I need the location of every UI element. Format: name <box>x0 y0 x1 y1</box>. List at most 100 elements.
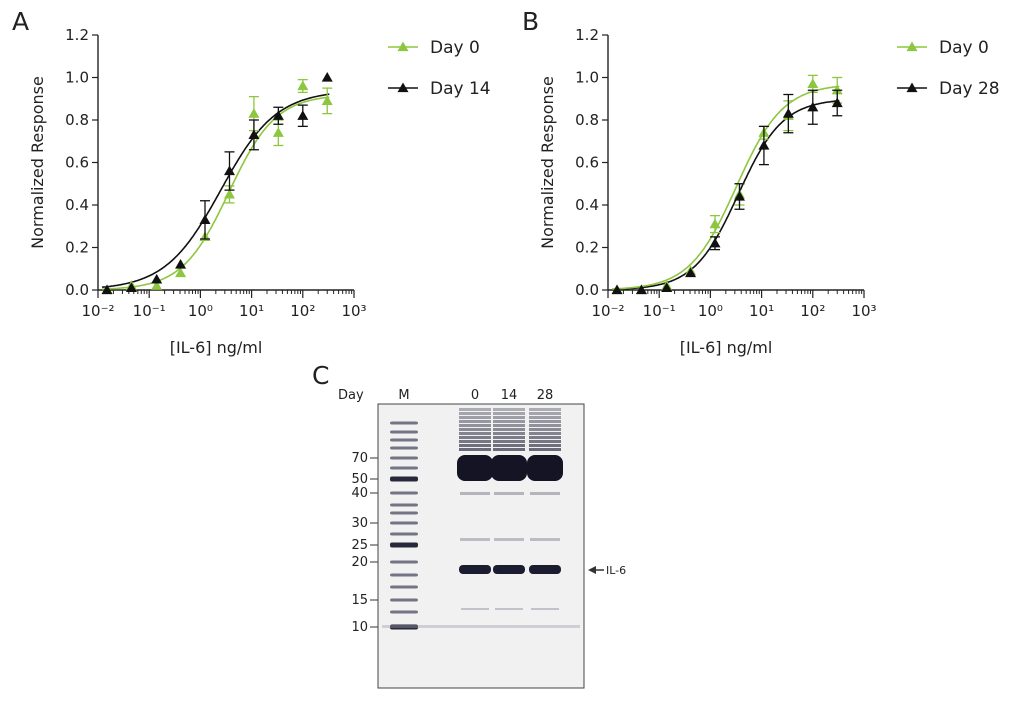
chart-a-data-point <box>248 129 260 139</box>
gel-ladder-band <box>390 438 418 442</box>
gel-ladder-band <box>390 624 418 630</box>
chart-a-y-tick-label: 0.8 <box>65 111 89 129</box>
chart-b-x-tick-label: 10⁰ <box>698 302 723 320</box>
chart-b-legend-item: Day 0 <box>897 38 989 58</box>
chart-a-data-point <box>272 110 284 120</box>
gel-smear-band <box>529 444 561 447</box>
gel-smear-band <box>493 432 525 435</box>
panel-letter-a: A <box>12 7 29 36</box>
gel-lane-label-day14: 14 <box>501 388 518 403</box>
gel-faint-band <box>460 492 490 495</box>
gel-ladder-band <box>390 466 418 470</box>
gel-ladder-band <box>390 585 418 589</box>
chart-a-legend-marker <box>397 41 409 52</box>
chart-a-y-tick-label: 0.0 <box>65 281 89 299</box>
chart-b-data-point <box>733 191 745 201</box>
gel-smear-band <box>529 436 561 439</box>
chart-a-data-point <box>321 95 333 105</box>
gel-size-label: 10 <box>351 620 368 635</box>
gel-smear-band <box>493 412 525 415</box>
gel-main-band <box>491 455 527 481</box>
gel-size-label: 25 <box>351 538 368 553</box>
il6-arrow-icon <box>588 566 604 574</box>
gel-ladder-band <box>390 560 418 564</box>
chart-b-x-tick-label: 10³ <box>851 302 876 320</box>
chart-b-data-point <box>807 101 819 112</box>
chart-a-legend-item: Day 0 <box>388 38 480 58</box>
gel-main-band <box>527 455 563 481</box>
gel-smear-band <box>529 432 561 435</box>
chart-b-data-point <box>758 140 770 150</box>
chart-b-data-point <box>807 78 819 88</box>
gel-lane-label-m: M <box>398 388 409 403</box>
gel-faint-band <box>461 608 489 610</box>
chart-a-y-tick-label: 0.6 <box>65 154 89 172</box>
gel-smear-band <box>459 448 491 451</box>
chart-a-data-point <box>151 273 163 284</box>
gel-il6-band <box>529 565 561 574</box>
gel-size-label: 50 <box>351 472 368 487</box>
chart-a-x-tick-label: 10³ <box>341 302 366 320</box>
gel-smear-band <box>459 424 491 427</box>
gel-ladder-band <box>390 491 418 495</box>
chart-a-data-point <box>125 282 137 292</box>
chart-a-data-point <box>151 280 163 290</box>
gel-ladder-band <box>390 511 418 515</box>
chart-a-data-point <box>272 127 284 137</box>
chart-b-legend-marker <box>906 82 918 93</box>
gel-smear-band <box>529 428 561 431</box>
panel-letter-c: C <box>312 361 329 390</box>
gel-ladder-band <box>390 573 418 577</box>
chart-a-data-point <box>297 80 309 91</box>
chart-a-y-tick-label: 1.0 <box>65 69 89 87</box>
gel-smear-band <box>493 436 525 439</box>
gel-ladder-band <box>390 476 418 482</box>
gel-ladder-band <box>390 430 418 434</box>
gel-faint-band <box>460 538 490 541</box>
chart-b-data-point <box>611 284 623 295</box>
gel-smear-band <box>493 444 525 447</box>
chart-b-y-tick-label: 1.0 <box>575 69 599 87</box>
chart-a-legend-label: Day 14 <box>430 79 491 99</box>
chart-b-y-axis-title: Normalized Response <box>538 76 557 249</box>
chart-a-legend-label: Day 0 <box>430 38 480 58</box>
chart-b-legend-label: Day 0 <box>939 38 989 58</box>
chart-b-data-point <box>831 84 843 95</box>
gel-il6-band <box>493 565 525 574</box>
chart-b-legend-item: Day 28 <box>897 79 1000 99</box>
gel-smear-band <box>459 444 491 447</box>
gel-size-label: 20 <box>351 555 368 570</box>
gel-main-band <box>457 455 493 481</box>
gel-smear-band <box>493 424 525 427</box>
chart-a-legend-marker <box>397 82 409 93</box>
gel-lane-label-day28: 28 <box>537 388 554 403</box>
gel-faint-band <box>530 538 560 541</box>
gel-smear-band <box>529 424 561 427</box>
gel-ladder-band <box>390 542 418 548</box>
chart-a-legend-item: Day 14 <box>388 79 491 99</box>
chart-b: 0.0 0.2 0.4 0.6 0.8 1.0 1.2 10⁻² 10⁻¹ 10⁰ 10¹ 10² 10… <box>538 26 1000 357</box>
gel-ladder-band <box>390 446 418 450</box>
chart-a-data-point <box>297 110 309 120</box>
gel-ladder-band <box>390 610 418 614</box>
chart-b-x-tick-label: 10¹ <box>749 302 774 320</box>
chart-a-data-point <box>101 284 113 295</box>
gel-smear-band <box>493 448 525 451</box>
gel-smear-band <box>493 408 525 411</box>
gel-ladder-band <box>390 598 418 602</box>
chart-b-x-tick-label: 10⁻² <box>591 302 624 320</box>
chart-b-data-point <box>709 237 721 248</box>
chart-a-data-point <box>248 108 260 118</box>
chart-b-data-point <box>782 108 794 118</box>
chart-b-y-tick-label: 0.2 <box>575 239 599 257</box>
gel-smear-band <box>529 420 561 423</box>
chart-a-y-tick-label: 0.4 <box>65 196 89 214</box>
gel-smear-band <box>459 420 491 423</box>
gel-dye-front <box>382 625 580 628</box>
gel-faint-band <box>530 492 560 495</box>
chart-a-data-point <box>223 165 235 176</box>
gel-ladder-band <box>390 503 418 507</box>
gel-smear-band <box>459 440 491 443</box>
